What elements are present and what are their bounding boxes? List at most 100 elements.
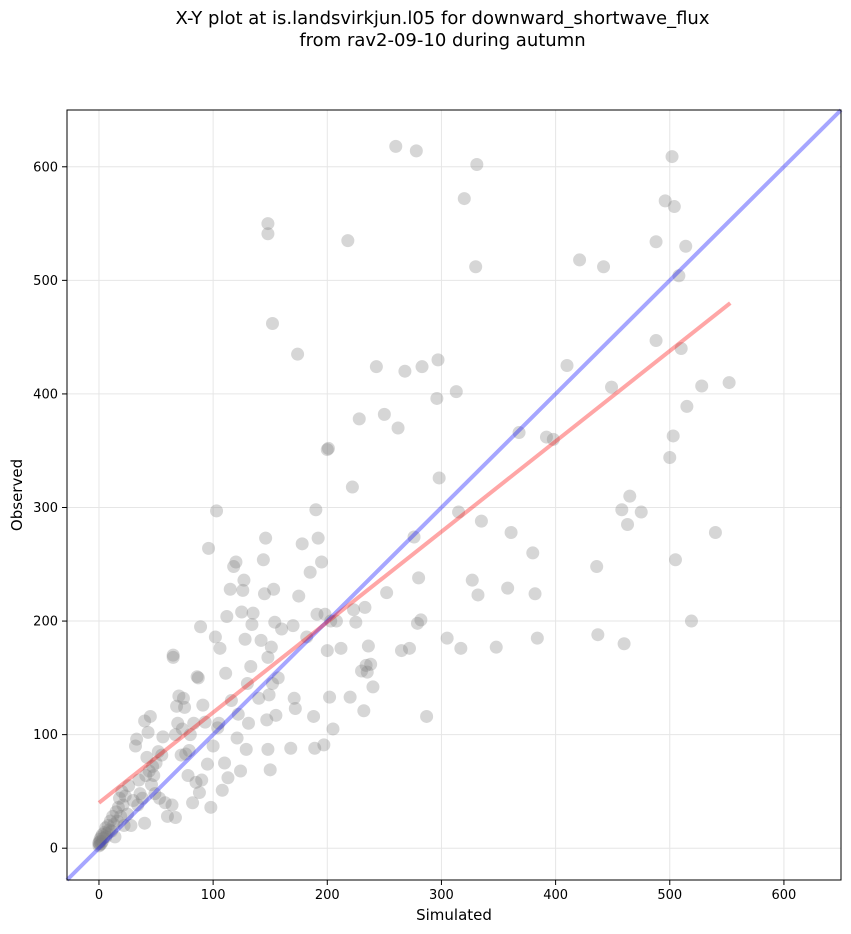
scatter-point (360, 665, 374, 679)
scatter-point (166, 650, 180, 664)
scatter-point (357, 704, 371, 718)
scatter-point (457, 192, 471, 206)
scatter-point (300, 630, 314, 644)
scatter-point (539, 430, 553, 444)
scatter-point (113, 791, 127, 805)
scatter-point (208, 630, 222, 644)
scatter-point (252, 691, 266, 705)
scatter-point (470, 158, 484, 172)
scatter-point (261, 227, 275, 241)
scatter-point (183, 728, 197, 742)
scatter-point (668, 553, 682, 567)
scatter-point (634, 505, 648, 519)
scatter-point (146, 759, 160, 773)
scatter-point (107, 817, 121, 831)
scatter-point (124, 818, 138, 832)
scatter-point (358, 600, 372, 614)
scatter-point (244, 659, 258, 673)
scatter-point (291, 347, 305, 361)
scatter-point (295, 537, 309, 551)
scatter-point (326, 722, 340, 736)
scatter-point (95, 834, 109, 848)
scatter-point (156, 730, 170, 744)
scatter-point (219, 666, 233, 680)
scatter-point (174, 748, 188, 762)
scatter-point (261, 217, 275, 231)
scatter-point (254, 633, 268, 647)
scatter-point (93, 834, 107, 848)
scatter-point (452, 505, 466, 519)
scatter-point (617, 637, 631, 651)
axis-ticks: 0 100 200 300 400 500 600 0 100 200 300 400 500 600 (33, 160, 796, 903)
scatter-point (402, 641, 416, 655)
scatter-point (349, 615, 363, 629)
scatter-point (420, 709, 434, 723)
y-tick-label: 500 (33, 274, 58, 289)
scatter-point (132, 773, 146, 787)
scatter-point (198, 715, 212, 729)
scatter-point (275, 622, 289, 636)
scatter-point (92, 836, 106, 850)
scatter-point (115, 784, 129, 798)
scatter-point (141, 725, 155, 739)
scatter-point (262, 688, 276, 702)
scatter-point (114, 809, 128, 823)
scatter-point (171, 716, 185, 730)
scatter-point (449, 385, 463, 399)
x-tick-label: 200 (315, 888, 340, 903)
scatter-point (100, 826, 114, 840)
scatter-point (130, 732, 144, 746)
scatter-point (105, 824, 119, 838)
scatter-point (220, 610, 234, 624)
scatter-point (271, 671, 285, 685)
scatter-point (138, 816, 152, 830)
chart-title: X-Y plot at is.landsvirkjun.l05 for down… (0, 8, 851, 52)
scatter-point (605, 380, 619, 394)
scatter-point (257, 587, 271, 601)
scatter-point (501, 581, 515, 595)
scatter-point (200, 757, 214, 771)
scatter-point (530, 631, 544, 645)
scatter-point (116, 798, 130, 812)
scatter-point (172, 689, 186, 703)
scatter-point (143, 709, 157, 723)
y-tick-label: 200 (33, 615, 58, 630)
scatter-point (597, 260, 611, 274)
scatter-point (128, 739, 142, 753)
scatter-point (431, 353, 445, 367)
scatter-point (140, 750, 154, 764)
scatter-point (160, 809, 174, 823)
scatter-point (407, 530, 421, 544)
scatter-point (237, 573, 251, 587)
scatter-point (206, 739, 220, 753)
x-tick-label: 100 (201, 888, 226, 903)
scatter-point (658, 194, 672, 208)
scatter-point (126, 794, 140, 808)
y-tick-label: 100 (33, 728, 58, 743)
scatter-point (663, 451, 677, 465)
scatter-point (182, 744, 196, 758)
scatter-point (178, 700, 192, 714)
scatter-point (189, 775, 203, 789)
scatter-point (415, 360, 429, 374)
x-tick-label: 500 (657, 888, 682, 903)
scatter-point (591, 628, 605, 642)
scatter-point (263, 763, 277, 777)
scatter-point (264, 640, 278, 654)
scatter-point (204, 800, 218, 814)
scatter-point (454, 641, 468, 655)
scatter-point (194, 620, 208, 634)
scatter-point (666, 429, 680, 443)
scatter-point (389, 139, 403, 153)
scatter-point (359, 658, 373, 672)
scatter-point (680, 399, 694, 413)
scatter-point (93, 838, 107, 852)
scatter-point (195, 773, 209, 787)
scatter-point (118, 789, 132, 803)
scatter-point (210, 504, 224, 518)
scatter-point (315, 555, 329, 569)
scatter-point (95, 828, 109, 842)
scatter-point (286, 619, 300, 633)
scatter-point (284, 741, 298, 755)
scatter-point (318, 607, 332, 621)
